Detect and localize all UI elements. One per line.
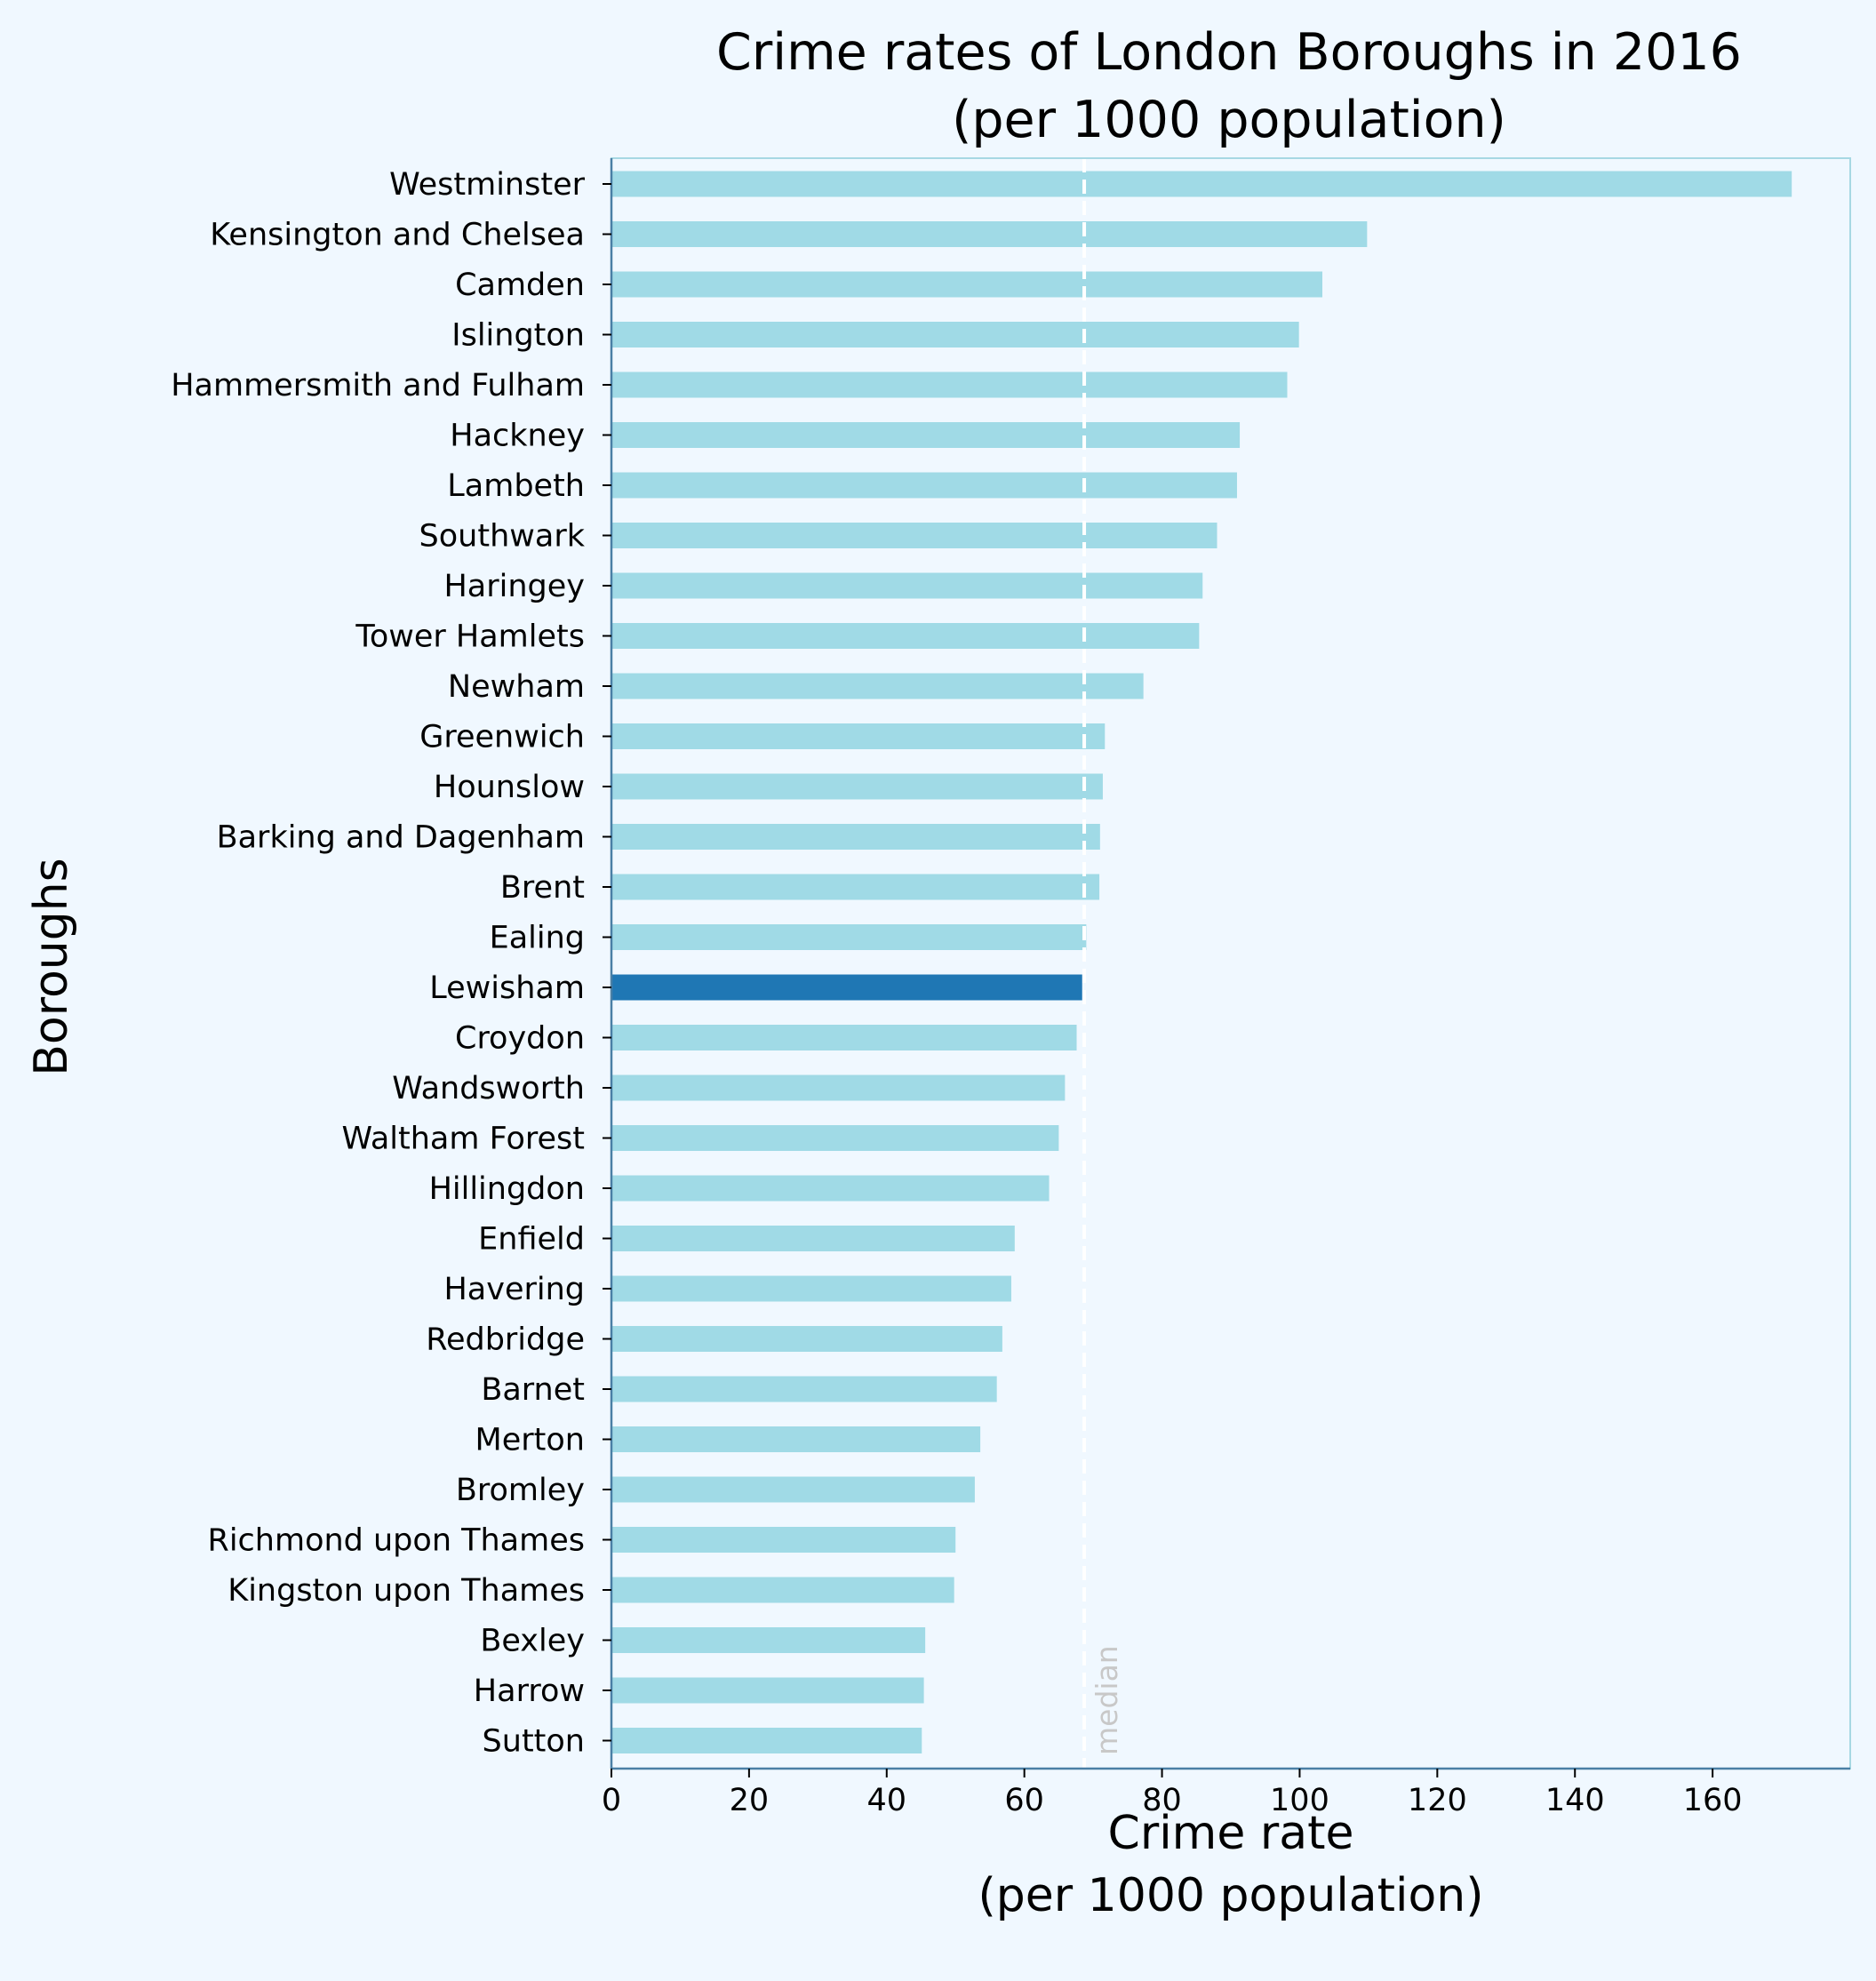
- y-tick-label: Lewisham: [429, 971, 585, 1006]
- y-tick-label: Redbridge: [426, 1322, 585, 1358]
- bar: [611, 1275, 1011, 1302]
- bars-group: [611, 171, 1792, 1753]
- x-tick-label: 60: [1004, 1783, 1044, 1818]
- y-tick-label: Bromley: [456, 1473, 585, 1508]
- bar: [611, 773, 1103, 800]
- y-tick-label: Havering: [443, 1272, 585, 1307]
- y-tick-label: Islington: [451, 318, 585, 354]
- bar: [611, 1728, 922, 1753]
- bar: [611, 623, 1200, 649]
- y-tick-label: Barking and Dagenham: [217, 820, 585, 856]
- y-tick-label: Hounslow: [434, 770, 585, 805]
- bar: [611, 1426, 981, 1452]
- bar: [611, 572, 1203, 599]
- y-tick-label: Lambeth: [447, 468, 585, 504]
- y-tick-label: Tower Hamlets: [355, 619, 585, 655]
- bar: [611, 472, 1237, 499]
- y-tick-label: Hillingdon: [429, 1171, 585, 1207]
- x-tick-label: 80: [1142, 1783, 1182, 1818]
- y-axis-label: Boroughs: [25, 858, 78, 1076]
- bar: [611, 1175, 1050, 1202]
- bar: [611, 1326, 1002, 1352]
- y-tick-label: Southwark: [419, 519, 586, 555]
- y-tick-label: Richmond upon Thames: [208, 1523, 586, 1559]
- y-tick-label: Hammersmith and Fulham: [171, 368, 585, 403]
- x-axis-ticks: 0 20 40 60 80 100 120 140 160: [602, 1769, 1743, 1818]
- x-tick-label: 40: [867, 1783, 907, 1818]
- x-tick-label: 100: [1270, 1783, 1329, 1818]
- y-tick-label: Westminster: [389, 167, 586, 203]
- bar: [611, 322, 1299, 347]
- bar: [611, 1025, 1077, 1050]
- y-tick-label: Ealing: [490, 921, 585, 956]
- x-tick-label: 140: [1545, 1783, 1605, 1818]
- x-axis-label: Crime rate (per 1000 population): [978, 1807, 1483, 1922]
- bar: [611, 673, 1144, 699]
- y-tick-label: Kingston upon Thames: [228, 1573, 585, 1609]
- x-tick-label: 120: [1408, 1783, 1467, 1818]
- y-tick-label: Sutton: [483, 1724, 585, 1760]
- y-tick-label: Bexley: [480, 1624, 585, 1659]
- bar: [611, 523, 1217, 548]
- bar: [611, 1226, 1015, 1251]
- y-tick-label: Kensington and Chelsea: [210, 218, 585, 253]
- y-tick-label: Camden: [455, 268, 585, 303]
- y-tick-label: Croydon: [455, 1021, 585, 1057]
- chart-title: Crime rates of London Boroughs in 2016 (p…: [716, 23, 1742, 149]
- y-tick-label: Waltham Forest: [341, 1122, 585, 1157]
- bar: [611, 1677, 924, 1704]
- y-tick-label: Harrow: [474, 1673, 585, 1709]
- y-tick-label: Barnet: [481, 1372, 585, 1408]
- bar: [611, 271, 1323, 298]
- y-tick-label: Wandsworth: [392, 1071, 585, 1106]
- bar: [611, 171, 1792, 197]
- x-tick-label: 0: [602, 1783, 621, 1818]
- y-tick-label: Hackney: [450, 419, 585, 454]
- bar: [611, 1527, 956, 1553]
- bar: [611, 422, 1241, 448]
- x-tick-label: 160: [1683, 1783, 1743, 1818]
- bar: [611, 1476, 975, 1503]
- y-tick-label: Enfield: [478, 1222, 585, 1258]
- bar: [611, 824, 1100, 850]
- bar: [611, 1074, 1066, 1101]
- bar: [611, 1376, 997, 1402]
- bar: [611, 1577, 954, 1603]
- y-axis-ticks: Westminster Kensington and Chelsea Camden I…: [171, 167, 611, 1760]
- bar: [611, 723, 1106, 749]
- y-tick-label: Merton: [475, 1423, 585, 1458]
- bar: [611, 221, 1368, 247]
- y-tick-label: Newham: [448, 669, 585, 705]
- bar: [611, 924, 1087, 950]
- bar: [611, 974, 1082, 1001]
- bar: [611, 1627, 926, 1653]
- x-tick-label: 20: [730, 1783, 770, 1818]
- bar: [611, 371, 1288, 398]
- y-tick-label: Greenwich: [419, 720, 585, 755]
- median-annotation: median: [1090, 1645, 1124, 1755]
- y-tick-label: Brent: [500, 870, 585, 906]
- y-tick-label: Haringey: [443, 569, 585, 604]
- bar: [611, 1125, 1059, 1151]
- bar: [611, 874, 1100, 900]
